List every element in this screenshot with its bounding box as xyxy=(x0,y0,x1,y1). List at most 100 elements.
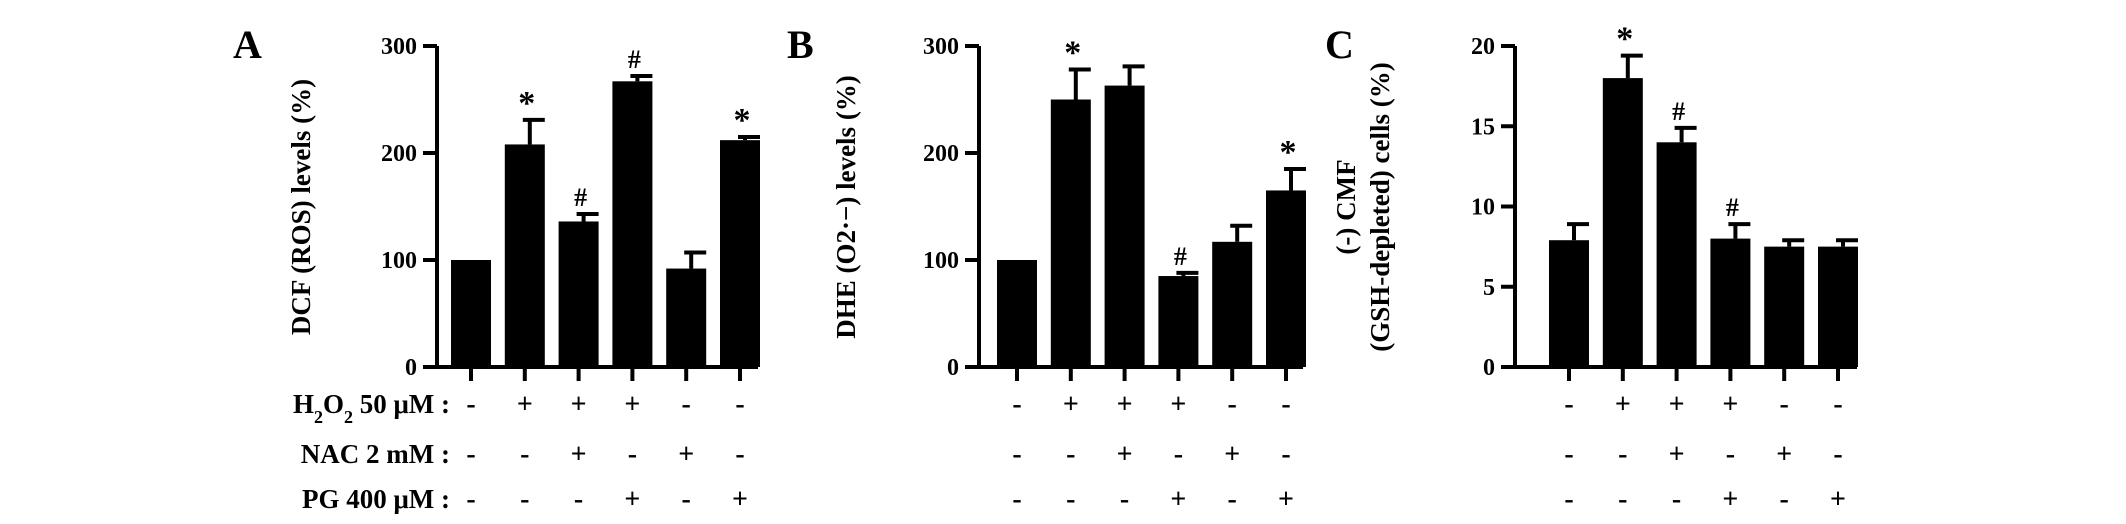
treatment-sign: - xyxy=(520,484,529,515)
treatment-sign: + xyxy=(1669,389,1685,420)
bar xyxy=(1212,241,1253,367)
treatment-sign: - xyxy=(466,389,475,420)
bar xyxy=(612,81,653,367)
bar xyxy=(1656,142,1697,367)
treatment-sign: - xyxy=(1726,439,1735,470)
treatment-sign: + xyxy=(678,439,694,470)
y-tick-label: 5 xyxy=(1483,275,1495,301)
h2o2-row-label: H2O2 50 μM : xyxy=(293,389,450,427)
treatment-sign: + xyxy=(571,439,587,470)
panel-a: A 0 100 200 300 DCF (ROS) levels (%) - - - * + - - # +… xyxy=(233,22,760,515)
bar xyxy=(1818,246,1858,367)
treatment-sign: - xyxy=(735,389,744,420)
bar xyxy=(1764,246,1805,367)
treatment-sign: - xyxy=(628,439,637,470)
y-tick-label: 0 xyxy=(405,355,417,381)
treatment-sign: + xyxy=(1063,389,1079,420)
treatment-sign: - xyxy=(1281,439,1290,470)
treatment-sign: + xyxy=(1722,389,1738,420)
bar xyxy=(558,221,599,367)
treatment-sign: + xyxy=(1776,439,1792,470)
treatment-sign: + xyxy=(1722,484,1738,515)
treatment-sign: - xyxy=(1174,439,1183,470)
bar xyxy=(1158,276,1199,367)
bar xyxy=(1549,240,1589,367)
treatment-sign: - xyxy=(1281,389,1290,420)
treatment-sign: - xyxy=(1618,484,1627,515)
bar xyxy=(504,144,545,367)
treatment-sign: + xyxy=(1278,484,1294,515)
y-tick-label: 15 xyxy=(1471,114,1495,140)
treatment-sign: - xyxy=(1012,389,1021,420)
treatment-sign: - xyxy=(1780,484,1789,515)
treatment-sign: + xyxy=(1117,439,1133,470)
treatment-sign: - xyxy=(1012,484,1021,515)
significance-marker: * xyxy=(734,102,751,139)
panel-letter: C xyxy=(1325,22,1354,67)
panel-letter: B xyxy=(787,22,814,67)
bar xyxy=(1710,238,1751,367)
significance-marker: * xyxy=(518,85,535,122)
treatment-sign: - xyxy=(1228,484,1237,515)
treatment-sign: + xyxy=(624,484,640,515)
y-tick-label: 20 xyxy=(1471,34,1495,60)
treatment-labels: H2O2 50 μM : NAC 2 mM : PG 400 μM : xyxy=(293,389,450,514)
y-tick-label: 300 xyxy=(381,34,417,60)
treatment-sign: - xyxy=(1672,484,1681,515)
treatment-sign: - xyxy=(682,484,691,515)
treatment-sign: + xyxy=(1615,389,1631,420)
treatment-sign: + xyxy=(571,389,587,420)
significance-marker: # xyxy=(1174,242,1187,271)
treatment-sign: + xyxy=(1170,484,1186,515)
treatment-sign: + xyxy=(732,484,748,515)
bar xyxy=(997,260,1037,367)
significance-marker: # xyxy=(574,183,587,212)
nac-row-label: NAC 2 mM : xyxy=(301,439,450,469)
bar xyxy=(720,140,760,367)
bar xyxy=(666,268,707,367)
y-tick-label: 200 xyxy=(923,141,959,167)
panel-letter: A xyxy=(233,22,262,67)
treatment-sign: - xyxy=(1066,484,1075,515)
significance-marker: # xyxy=(628,45,641,74)
treatment-sign: - xyxy=(1012,439,1021,470)
bar xyxy=(1104,85,1145,367)
y-tick-label: 0 xyxy=(947,355,959,381)
y-tick-label: 300 xyxy=(923,34,959,60)
treatment-sign: + xyxy=(1170,389,1186,420)
panel-c: C 0 5 10 15 20 (-) CMF (GSH-depleted) cells (%)… xyxy=(1325,21,1858,515)
treatment-sign: - xyxy=(466,484,475,515)
treatment-sign: - xyxy=(1066,439,1075,470)
bar xyxy=(1602,78,1643,367)
y-axis-title: DHE (O2·−) levels (%) xyxy=(831,75,861,339)
treatment-sign: + xyxy=(1830,484,1846,515)
treatment-sign: - xyxy=(1618,439,1627,470)
y-tick-label: 100 xyxy=(923,248,959,274)
panel-b: B 0 100 200 300 DHE (O2·−) levels (%) - - - * + - - +… xyxy=(787,22,1306,515)
treatment-sign: - xyxy=(1564,484,1573,515)
treatment-sign: + xyxy=(1117,389,1133,420)
treatment-sign: - xyxy=(574,484,583,515)
y-tick-label: 100 xyxy=(381,248,417,274)
bar xyxy=(1050,99,1091,367)
bar xyxy=(1266,190,1306,367)
bar xyxy=(451,260,491,367)
y-tick-label: 10 xyxy=(1471,195,1495,221)
pg-row-label: PG 400 μM : xyxy=(302,484,450,514)
treatment-sign: - xyxy=(1833,439,1842,470)
y-axis-title: DCF (ROS) levels (%) xyxy=(286,79,316,335)
treatment-sign: + xyxy=(1669,439,1685,470)
treatment-sign: - xyxy=(466,439,475,470)
significance-marker: * xyxy=(1280,134,1297,171)
treatment-sign: - xyxy=(1564,439,1573,470)
significance-marker: * xyxy=(1064,35,1081,72)
significance-marker: # xyxy=(1726,193,1739,222)
treatment-sign: - xyxy=(520,439,529,470)
treatment-sign: + xyxy=(1224,439,1240,470)
y-axis-title: (-) CMF (GSH-depleted) cells (%) xyxy=(1331,62,1395,351)
treatment-sign: - xyxy=(1228,389,1237,420)
treatment-sign: - xyxy=(735,439,744,470)
y-tick-label: 200 xyxy=(381,141,417,167)
